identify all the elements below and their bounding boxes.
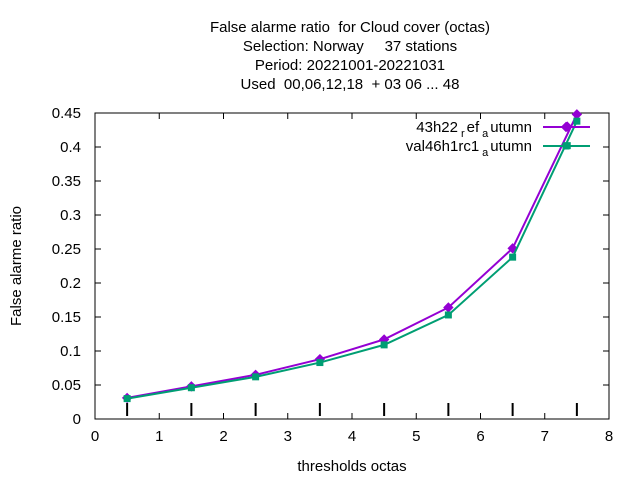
data-point	[444, 311, 452, 319]
y-tick-label: 0.2	[60, 275, 81, 292]
y-tick-label: 0.1	[60, 343, 81, 360]
axis-ticks: 0 1 2 3 4 5 6 7 8 0 0.05 0.1 0.15 0.2 0.25 0.3 0.35 0.4 0.…	[52, 105, 613, 445]
legend-label: 43h22 r ef a utumn	[416, 119, 532, 140]
y-tick-label: 0.25	[52, 241, 81, 258]
legend-label-part: utumn	[490, 119, 532, 136]
legend-label-part: utumn	[490, 138, 532, 155]
x-tick-label: 0	[91, 428, 99, 445]
legend-item: val46h1rc1 a utumn	[406, 138, 590, 159]
axes	[94, 112, 610, 420]
y-tick-label: 0.05	[52, 377, 81, 394]
legend-label-part: a	[482, 147, 489, 159]
legend-label-part: ef	[467, 119, 480, 136]
x-tick-label: 8	[605, 428, 613, 445]
chart-title: False alarme ratio for Cloud cover (octa…	[210, 19, 490, 93]
y-tick-label: 0.3	[60, 207, 81, 224]
legend-label-part: a	[482, 128, 489, 140]
x-tick-label: 2	[219, 428, 227, 445]
data-point	[187, 384, 195, 392]
y-tick-label: 0.4	[60, 139, 81, 156]
series-2	[123, 117, 581, 403]
x-tick-label: 6	[476, 428, 484, 445]
data-point	[316, 359, 324, 367]
y-tick-label: 0	[73, 411, 81, 428]
series-line	[126, 120, 578, 400]
data-point	[123, 395, 131, 403]
y-tick-label: 0.45	[52, 105, 81, 122]
y-tick-label: 0.35	[52, 173, 81, 190]
title-line: Period: 20221001-20221031	[255, 57, 445, 74]
legend-label-part: 43h22	[416, 119, 458, 136]
legend-label-part: val46h1rc1	[406, 138, 479, 155]
legend-label: val46h1rc1 a utumn	[406, 138, 532, 159]
threshold-marks	[126, 403, 578, 416]
legend-label-part: r	[461, 128, 465, 140]
title-line: False alarme ratio for Cloud cover (octa…	[210, 19, 490, 36]
data-point	[252, 373, 260, 381]
data-point	[571, 109, 583, 120]
data-point	[380, 341, 388, 349]
plot-frame	[94, 112, 610, 420]
x-axis-label: thresholds octas	[297, 458, 406, 475]
x-tick-label: 1	[155, 428, 163, 445]
x-tick-label: 7	[541, 428, 549, 445]
x-tick-label: 5	[412, 428, 420, 445]
legend-item: 43h22 r ef a utumn	[416, 119, 590, 140]
legend-marker	[560, 121, 572, 133]
x-tick-label: 4	[348, 428, 356, 445]
title-line: Used 00,06,12,18 + 03 06 ... 48	[241, 76, 460, 93]
x-tick-label: 3	[284, 428, 292, 445]
y-tick-label: 0.15	[52, 309, 81, 326]
data-point	[573, 117, 581, 125]
y-axis-label: False alarme ratio	[8, 206, 25, 326]
data-series	[121, 109, 583, 404]
data-point	[509, 253, 517, 261]
title-line: Selection: Norway 37 stations	[243, 38, 457, 55]
legend-marker	[562, 142, 570, 150]
series-line	[126, 113, 578, 399]
